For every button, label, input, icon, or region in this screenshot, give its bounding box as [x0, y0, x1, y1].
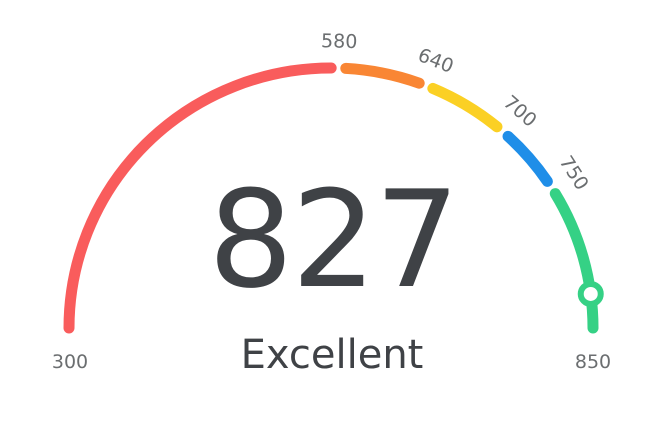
- gauge-tick-label: 640: [415, 44, 457, 78]
- gauge-segment: [340, 62, 425, 89]
- gauge-segment: [549, 188, 599, 334]
- credit-rating-label: Excellent: [241, 332, 424, 378]
- ring-marker-icon: [577, 280, 604, 307]
- gauge-tick-label: 750: [555, 152, 593, 194]
- credit-score-value: 827: [208, 162, 458, 318]
- gauge-max-label: 850: [575, 351, 611, 373]
- gauge-segment: [502, 130, 553, 187]
- gauge-segment: [63, 62, 337, 334]
- gauge-tick-label: 700: [499, 91, 541, 131]
- gauge-tick-label: 580: [321, 30, 358, 53]
- gauge-arc: [63, 62, 599, 334]
- ring-marker-icon: [577, 280, 604, 307]
- gauge-segment: [427, 82, 503, 133]
- gauge-min-label: 300: [52, 351, 88, 373]
